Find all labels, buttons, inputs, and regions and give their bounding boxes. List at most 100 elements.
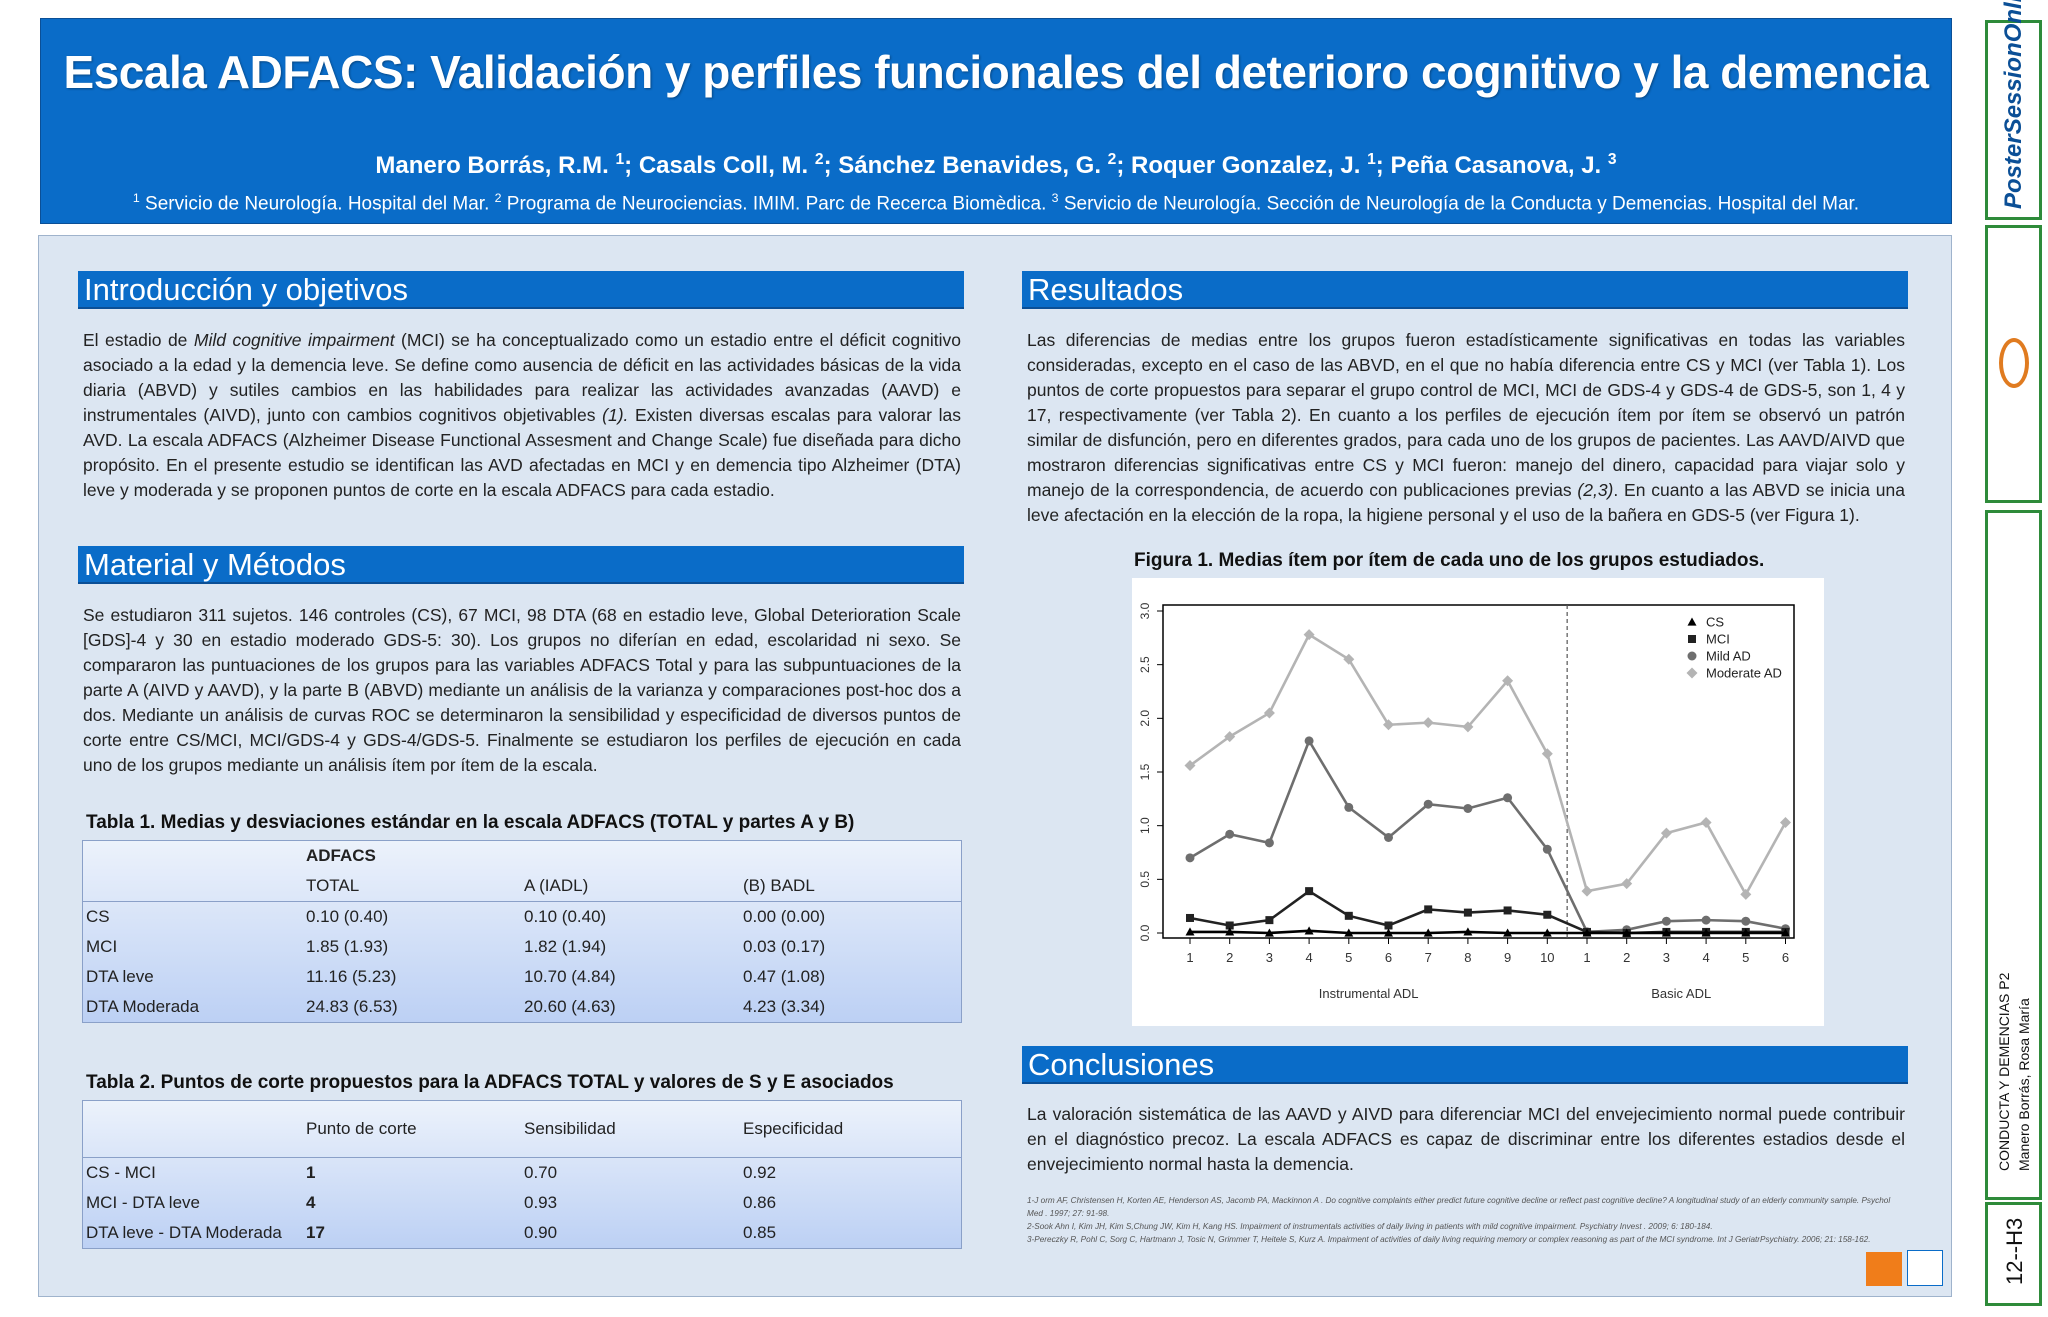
table-cell: 11.16 (5.23) — [306, 967, 397, 986]
author-separator: ; — [624, 152, 639, 179]
legend-label: Moderate AD — [1706, 666, 1782, 681]
table-cell: 1 — [306, 1163, 316, 1182]
author-separator: ; — [1375, 152, 1391, 179]
intro-text: El estadio de Mild cognitive impairment … — [83, 330, 961, 500]
table-cell: 1.85 (1.93) — [306, 937, 389, 956]
data-point — [1264, 838, 1274, 848]
reference-item: 2-Sook Ahn I, Kim JH, Kim S,Chung JW, Ki… — [1027, 1222, 1713, 1231]
legend-label: Mild AD — [1706, 649, 1751, 664]
x-tick-label: 5 — [1345, 950, 1352, 965]
y-tick-label: 0.5 — [1138, 871, 1152, 888]
line-chart: 0.0 0.5 1.0 1.5 2.0 2.5 3.0 1 2 3 4 5 6 7 8 9 10 1 2 3 4 5 6 In… — [1138, 602, 1795, 1001]
table2-header-row: Punto de corte Sensibilidad Especificida… — [82, 1100, 962, 1158]
x-tick-label: 4 — [1702, 950, 1709, 965]
x-tick-label: 6 — [1782, 950, 1789, 965]
row-label: MCI - DTA leve — [86, 1193, 200, 1212]
table-cell: 0.47 (1.08) — [743, 967, 826, 986]
table-cell: 20.60 (4.63) — [524, 997, 616, 1016]
data-point — [1303, 629, 1315, 641]
author-name: Peña Casanova, J. — [1390, 152, 1608, 179]
table-row: MCI 1.85 (1.93) 1.82 (1.94) 0.03 (0.17) — [83, 932, 962, 962]
table-cell: 24.83 (6.53) — [306, 997, 398, 1016]
poster-session-logo: PosterSessionOnline — [2000, 0, 2027, 209]
x-tick-label: 2 — [1623, 950, 1630, 965]
data-point — [1503, 928, 1513, 937]
author-separator: ; — [1116, 152, 1132, 179]
x-tick-label: 8 — [1464, 950, 1471, 965]
data-point — [1186, 913, 1194, 922]
data-point — [1305, 887, 1314, 896]
data-point — [1384, 832, 1393, 842]
data-point — [1184, 760, 1196, 772]
data-point — [1621, 878, 1633, 890]
table2-col-header: Especificidad — [740, 1100, 962, 1158]
poster-code: 12--H3 — [2002, 1217, 2027, 1285]
table-cell: 0.86 — [743, 1193, 777, 1212]
methods-heading: Material y Métodos — [78, 546, 964, 584]
plot-frame — [1162, 604, 1795, 939]
data-point — [1185, 927, 1195, 936]
data-point — [1304, 926, 1314, 935]
author-list: Manero Borrás, R.M. 1; Casals Coll, M. 2… — [41, 151, 1951, 180]
data-point — [1463, 927, 1473, 936]
data-point — [1343, 653, 1355, 665]
author-name: Roquer Gonzalez, J. — [1131, 152, 1368, 179]
data-point — [1740, 888, 1752, 900]
author-separator: ; — [823, 152, 839, 179]
table-row: DTA leve 11.16 (5.23) 10.70 (4.84) 0.47 … — [83, 962, 962, 992]
data-point — [1661, 916, 1671, 926]
legend-label: CS — [1706, 615, 1724, 630]
table1-col-header: A (IADL) — [521, 871, 740, 902]
table-row: DTA Moderada 24.83 (6.53) 20.60 (4.63) 4… — [83, 992, 962, 1023]
y-tick-label: 1.0 — [1138, 817, 1152, 834]
affiliation-mark: 1 — [132, 191, 140, 205]
society-logo-box — [1985, 225, 2042, 503]
data-point — [1581, 885, 1593, 897]
data-point — [1700, 816, 1712, 828]
data-point — [1741, 916, 1751, 926]
data-point — [1384, 921, 1393, 930]
data-point — [1542, 928, 1552, 937]
table1: ADFACS TOTAL A (IADL) (B) BADL CS 0.10 (… — [82, 840, 962, 1023]
table-row: CS 0.10 (0.40) 0.10 (0.40) 0.00 (0.00) — [83, 902, 962, 933]
table2: Punto de corte Sensibilidad Especificida… — [82, 1100, 962, 1249]
author-name: Casals Coll, M. — [638, 152, 815, 179]
methods-text: Se estudiaron 311 sujetos. 146 controles… — [83, 605, 961, 775]
table2-col-header: Sensibilidad — [521, 1100, 740, 1158]
data-point — [1701, 915, 1711, 925]
data-point — [1225, 921, 1234, 930]
data-point — [1780, 816, 1791, 828]
x-tick-label: 7 — [1425, 950, 1432, 965]
table-cell: 17 — [306, 1223, 325, 1242]
table-row: DTA leve - DTA Moderada 17 0.90 0.85 — [83, 1218, 962, 1249]
data-point — [1502, 675, 1514, 687]
data-point — [1660, 827, 1672, 839]
data-point — [1422, 717, 1434, 729]
x-tick-label: 3 — [1663, 950, 1670, 965]
poster-code-box: 12--H3 — [1985, 1202, 2042, 1306]
intro-heading: Introducción y objetivos — [78, 271, 964, 309]
y-tick-label: 1.5 — [1138, 763, 1152, 780]
table1-group-header: ADFACS — [306, 846, 376, 865]
table-cell: 0.93 — [524, 1193, 558, 1212]
table1-header-row: TOTAL A (IADL) (B) BADL — [82, 871, 962, 902]
table-cell: 0.03 (0.17) — [743, 937, 826, 956]
row-label: CS — [86, 907, 110, 926]
hospital-logo — [1866, 1252, 1902, 1286]
author-name: Manero Borrás, R.M. — [375, 152, 616, 179]
data-point — [1383, 719, 1394, 731]
table-row: MCI - DTA leve 4 0.93 0.86 — [83, 1188, 962, 1218]
author-affiliation-mark: 3 — [1607, 151, 1617, 168]
table1-col-header: TOTAL — [303, 871, 521, 902]
row-label: DTA leve — [86, 967, 154, 986]
data-point — [1622, 928, 1632, 937]
table-cell: 0.10 (0.40) — [306, 907, 389, 926]
data-point — [1264, 928, 1274, 937]
data-point — [1541, 748, 1553, 760]
x-tick-label: 3 — [1266, 950, 1273, 965]
data-point — [1542, 844, 1552, 854]
data-point — [1423, 928, 1433, 937]
data-point — [1263, 707, 1275, 719]
series-line — [1189, 737, 1786, 934]
table-row: CS - MCI 1 0.70 0.92 — [83, 1158, 962, 1189]
